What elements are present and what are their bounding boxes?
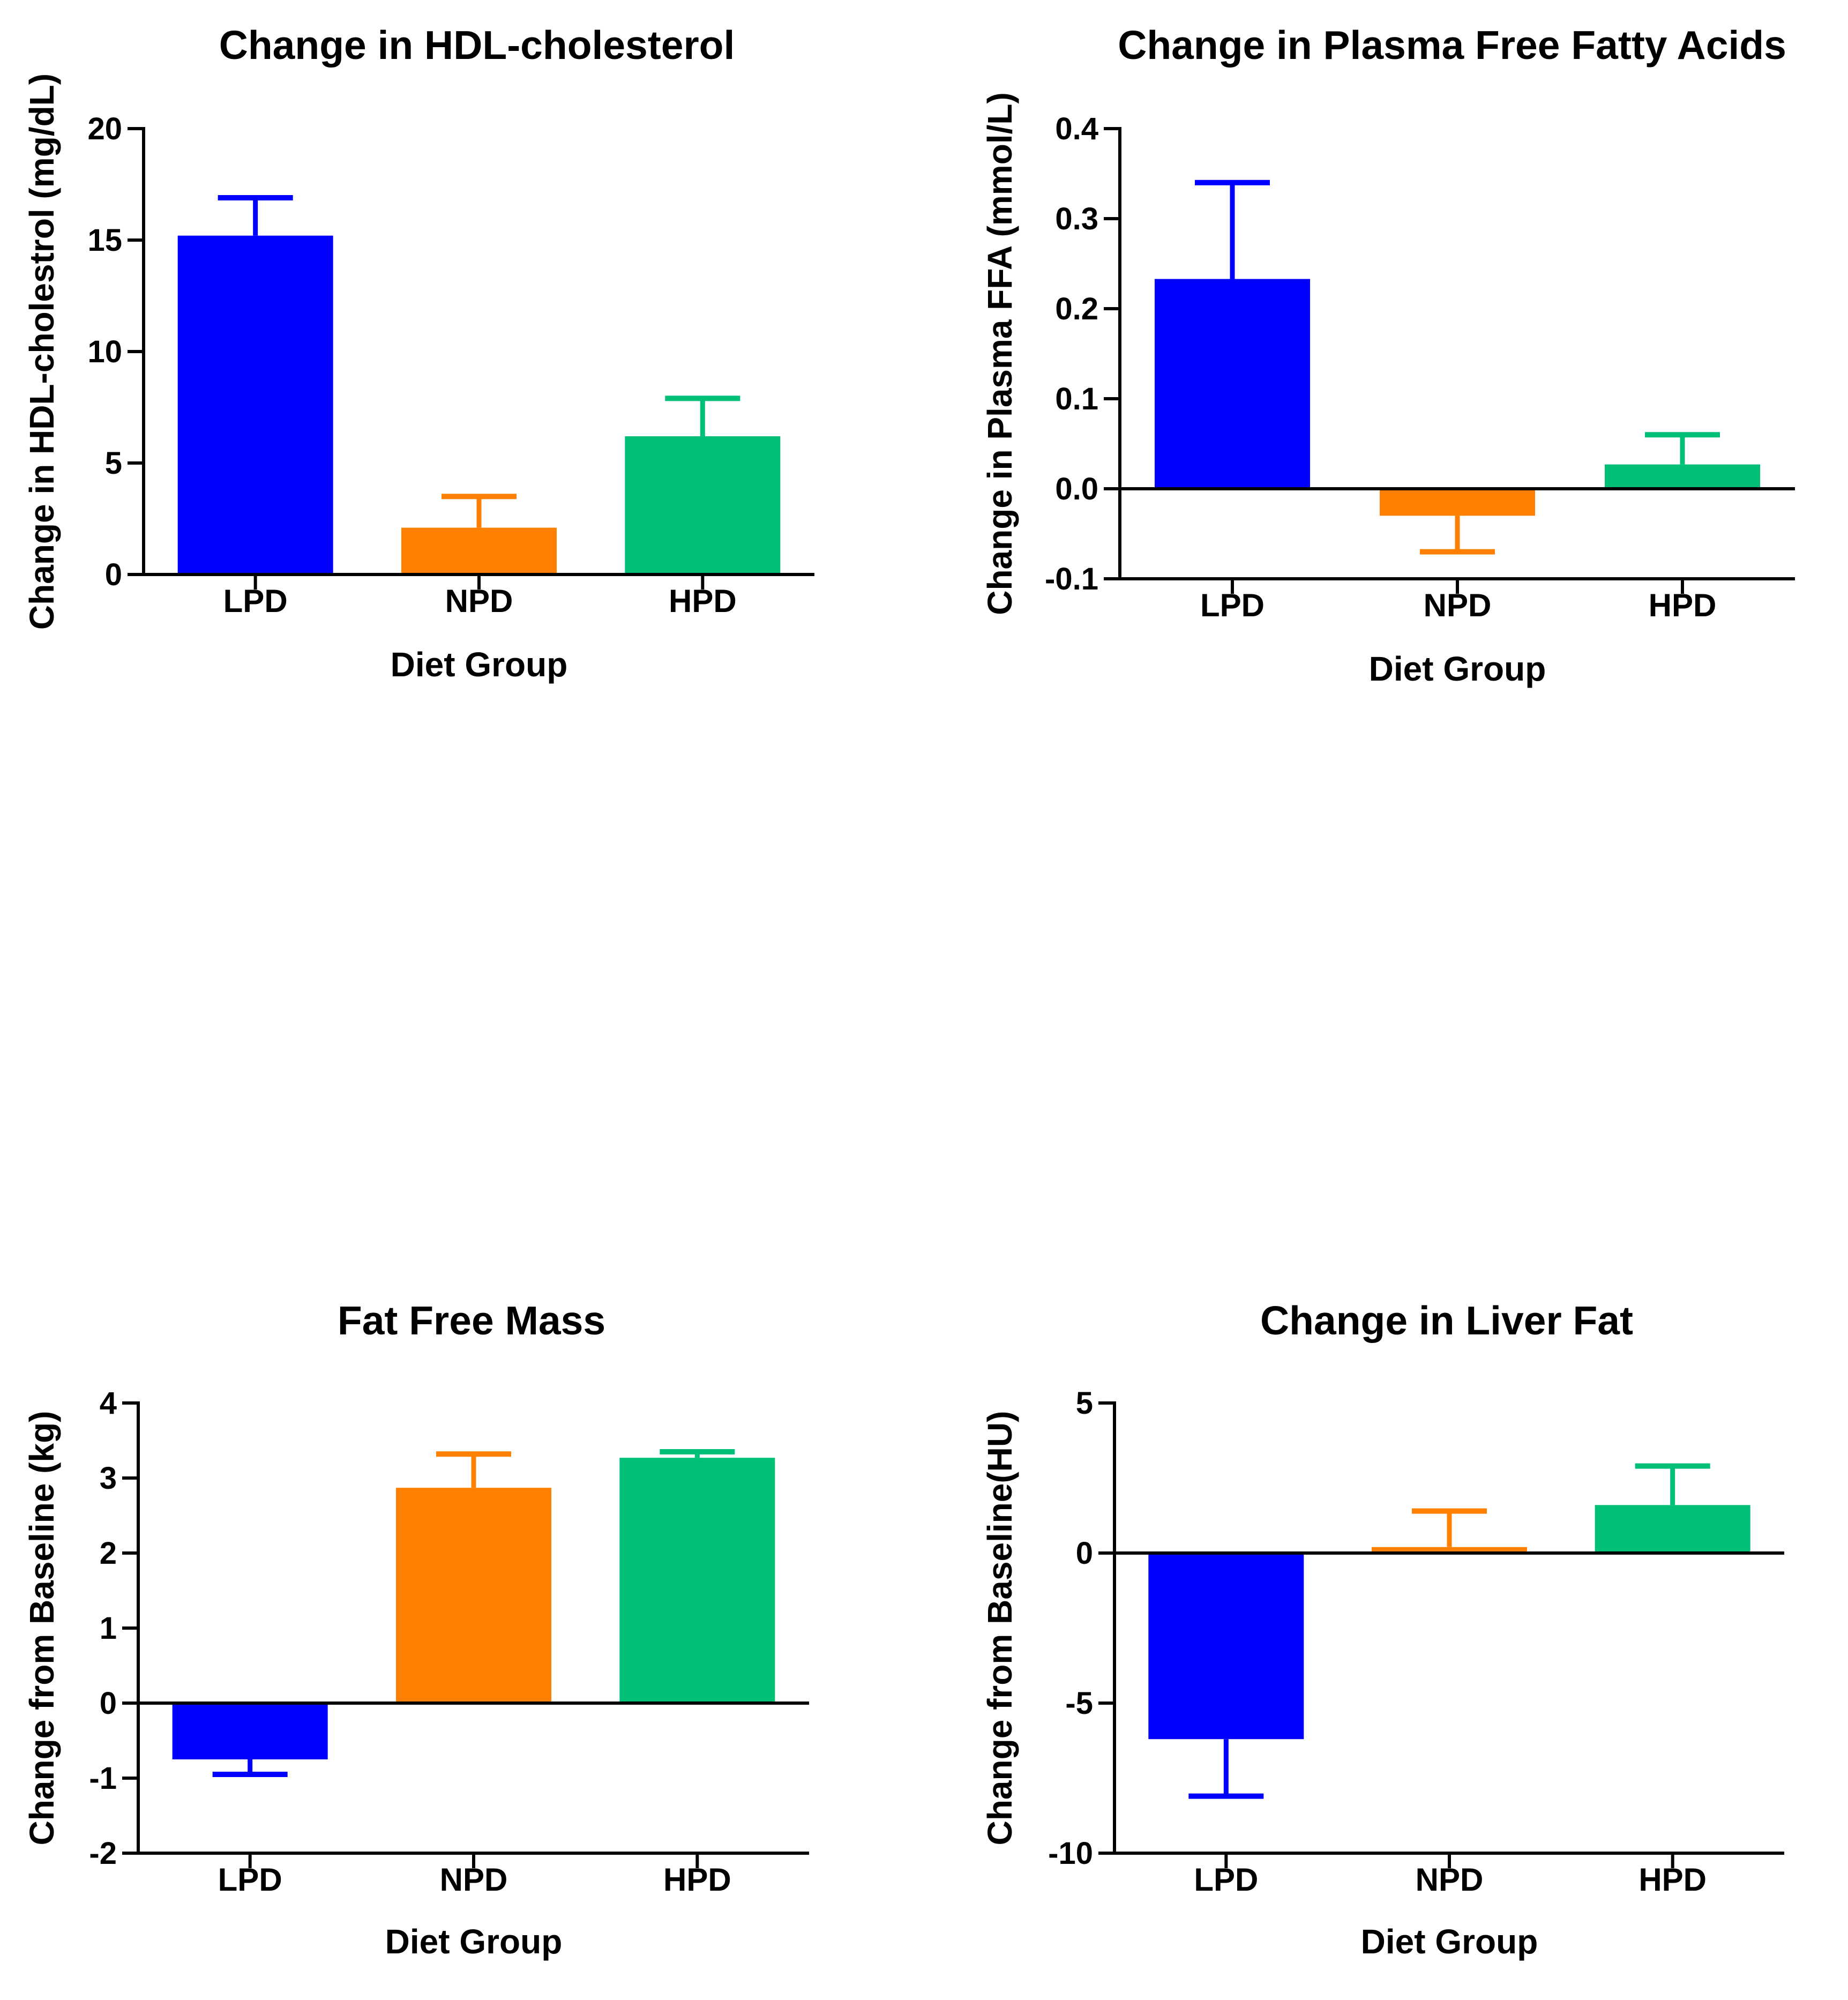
error-bar-hpd xyxy=(1645,432,1720,465)
error-bar-lpd xyxy=(212,1759,288,1777)
y-axis-label: Change from Baseline (kg) xyxy=(23,1411,61,1846)
y-tick-label: 3 xyxy=(100,1461,117,1496)
x-tick-label: LPD xyxy=(1194,1862,1258,1898)
bar-npd xyxy=(1372,1547,1527,1553)
y-tick-label: -10 xyxy=(1048,1836,1093,1871)
y-tick-label: 0.2 xyxy=(1055,292,1098,326)
x-tick-label: HPD xyxy=(1638,1862,1707,1898)
bar-lpd xyxy=(172,1703,328,1759)
chart-title: Change in HDL-cholesterol xyxy=(219,23,735,68)
y-tick-label: 1 xyxy=(100,1611,117,1646)
chart-title: Change in Liver Fat xyxy=(1260,1298,1633,1343)
y-tick-label: 5 xyxy=(105,446,122,481)
y-tick-label: 15 xyxy=(87,223,122,258)
y-tick-label: 5 xyxy=(1076,1386,1093,1421)
x-tick-label: LPD xyxy=(218,1862,282,1898)
bar-lpd xyxy=(177,235,333,574)
x-tick-label: NPD xyxy=(445,583,513,619)
y-tick-label: 0 xyxy=(105,557,122,592)
error-bar-npd xyxy=(442,494,517,528)
chart-title: Fat Free Mass xyxy=(338,1298,605,1343)
x-tick-label: HPD xyxy=(1649,587,1717,623)
error-bar-hpd xyxy=(660,1449,735,1458)
bar-hpd xyxy=(1605,464,1760,489)
x-axis-label: Diet Group xyxy=(391,645,568,684)
y-tick-label: 4 xyxy=(100,1386,117,1421)
y-tick-label: -2 xyxy=(89,1836,117,1871)
y-tick-label: 2 xyxy=(100,1536,117,1571)
y-tick-label: 20 xyxy=(87,111,122,146)
chart-title: Change in Plasma Free Fatty Acids xyxy=(1118,23,1786,68)
y-tick-label: -5 xyxy=(1065,1686,1093,1721)
bar-lpd xyxy=(1148,1553,1304,1740)
error-bar-lpd xyxy=(218,195,293,236)
bar-hpd xyxy=(1595,1505,1750,1553)
error-bar-npd xyxy=(1420,516,1495,555)
bar-hpd xyxy=(625,436,781,574)
error-bar-hpd xyxy=(1635,1463,1710,1505)
x-tick-label: LPD xyxy=(1200,587,1265,623)
y-tick-label: 0.4 xyxy=(1055,111,1098,146)
bar-npd xyxy=(1380,489,1535,516)
y-tick-label: 0.1 xyxy=(1055,382,1098,416)
error-bar-hpd xyxy=(665,395,740,437)
chart-hdl-cholesterol: Change in HDL-cholesterol 0 5 10 15 20 LPD NPD H… xyxy=(23,23,814,684)
chart-fat-free-mass: Fat Free Mass -2 -1 0 1 2 3 4 LPD NPD HPD Diet Grou… xyxy=(23,1298,809,1961)
chart-liver-fat: Change in Liver Fat -10 -5 0 5 LPD NPD HPD Diet … xyxy=(981,1298,1784,1961)
x-axis-label: Diet Group xyxy=(1361,1922,1538,1961)
bar-npd xyxy=(396,1488,551,1703)
y-tick-label: -0.1 xyxy=(1045,562,1098,596)
y-tick-label: 0 xyxy=(1076,1536,1093,1571)
bar-hpd xyxy=(619,1458,775,1703)
x-tick-label: HPD xyxy=(663,1862,731,1898)
y-axis-label: Change in HDL-cholestrol (mg/dL) xyxy=(23,73,61,630)
y-tick-label: 10 xyxy=(87,334,122,369)
error-bar-npd xyxy=(436,1451,511,1488)
chart-plasma-ffa: Change in Plasma Free Fatty Acids -0.1 0.0… xyxy=(981,23,1795,688)
x-tick-label: NPD xyxy=(440,1862,508,1898)
y-tick-label: 0.0 xyxy=(1055,472,1098,506)
x-axis-label: Diet Group xyxy=(385,1922,563,1961)
x-tick-label: HPD xyxy=(669,583,737,619)
error-bar-npd xyxy=(1412,1508,1487,1547)
error-bar-lpd xyxy=(1195,180,1270,279)
y-axis-label: Change from Baseline(HU) xyxy=(981,1411,1019,1846)
x-tick-label: NPD xyxy=(1416,1862,1484,1898)
x-tick-label: NPD xyxy=(1424,587,1492,623)
x-axis-label: Diet Group xyxy=(1369,650,1546,688)
y-tick-label: -1 xyxy=(89,1761,117,1796)
error-bar-lpd xyxy=(1188,1739,1264,1799)
x-tick-label: LPD xyxy=(223,583,288,619)
y-axis-label: Change in Plasma FFA (mmol/L) xyxy=(981,92,1019,615)
y-tick-label: 0.3 xyxy=(1055,202,1098,236)
bar-npd xyxy=(401,527,557,574)
bar-lpd xyxy=(1155,279,1310,489)
y-tick-label: 0 xyxy=(100,1686,117,1721)
